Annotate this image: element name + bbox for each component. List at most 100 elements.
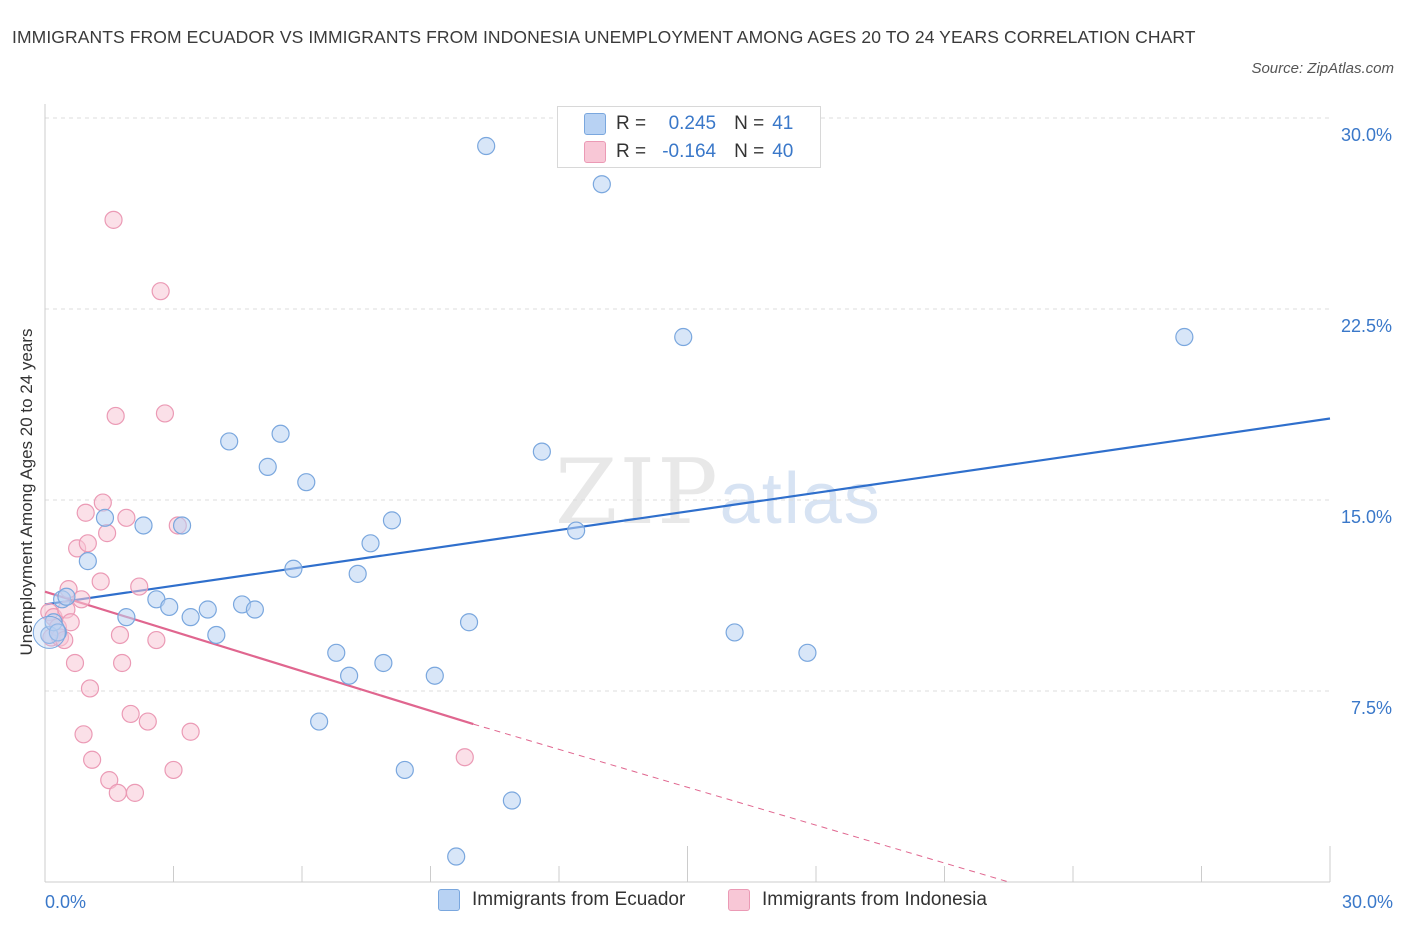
bottom-legend-indonesia: Immigrants from Indonesia (728, 889, 987, 911)
ecuador-point (532, 442, 551, 461)
ecuador-point (459, 613, 479, 632)
y-tick-label: 7.5% (1351, 698, 1392, 718)
ecuador-point (1175, 327, 1194, 347)
legend-n-value: 41 (772, 113, 794, 134)
ecuador-point (425, 666, 444, 685)
x-tick-label: 0.0% (45, 892, 86, 912)
ecuador-point (117, 608, 136, 627)
ecuador-point (310, 712, 329, 731)
ecuador-point (207, 625, 226, 645)
ecuador-point (382, 511, 402, 530)
ecuador-point (502, 791, 521, 810)
watermark-atlas: atlas (719, 459, 882, 539)
indonesia-point (93, 493, 112, 512)
ecuador-point (198, 600, 217, 619)
ecuador-point (674, 327, 693, 347)
bottom-legend-ecuador: Immigrants from Ecuador (438, 889, 685, 911)
trendlines (44, 417, 1331, 883)
indonesia-point (98, 524, 117, 543)
indonesia-point (76, 503, 95, 522)
legend-r-label: R = (616, 113, 647, 134)
bottom-legend-label-ecuador: Immigrants from Ecuador (472, 889, 686, 910)
ecuador-point (567, 521, 586, 540)
indonesia-point (112, 653, 132, 673)
legend-n-label: N = (734, 113, 765, 134)
y-tick-label: 15.0% (1341, 507, 1392, 527)
indonesia-point (125, 783, 145, 802)
tick-labels: 7.5% 15.0% 22.5% 30.0% 0.0% 30.0% (45, 125, 1393, 912)
indonesia-point (106, 406, 125, 426)
indonesia-point (80, 679, 100, 698)
ecuador-point (48, 623, 67, 642)
bottom-legend-swatch-ecuador (438, 889, 460, 911)
ecuador-point (592, 175, 611, 194)
indonesia-point (121, 704, 140, 724)
ecuador-point (245, 600, 264, 619)
indonesia-point (91, 572, 110, 591)
legend-r-value: 0.245 (668, 113, 717, 134)
ecuador-point (798, 643, 817, 662)
legend-row-ecuador: R = 0.245 N = 41 (558, 110, 793, 138)
ecuador-point (395, 760, 414, 780)
x-tick-label: 30.0% (1342, 892, 1393, 912)
ecuador-point (258, 457, 277, 476)
indonesia-point (83, 750, 102, 769)
indonesia-point (100, 771, 119, 790)
legend-r-label: R = (616, 141, 647, 162)
bottom-legend-swatch-indonesia (728, 889, 750, 911)
indonesia-point (181, 722, 200, 741)
ecuador-point (172, 516, 192, 535)
ecuador-point (95, 508, 115, 527)
legend-n-value: 40 (772, 141, 794, 162)
indonesia-point (130, 577, 149, 596)
indonesia-point (455, 748, 474, 767)
chart-source: Source: ZipAtlas.com (1251, 60, 1394, 77)
ecuador-point (134, 516, 153, 535)
bottom-legend-label-indonesia: Immigrants from Indonesia (762, 889, 987, 910)
legend-row-indonesia: R = -0.164 N = 40 (558, 138, 793, 166)
indonesia-point (78, 534, 97, 553)
indonesia-point (151, 282, 170, 301)
legend-n-label: N = (734, 141, 765, 162)
ecuador-point (477, 136, 496, 156)
indonesia-point (147, 630, 166, 650)
indonesia-point (72, 590, 91, 609)
axes (44, 104, 1331, 883)
indonesia-point (155, 404, 175, 423)
ecuador-point (297, 473, 316, 492)
indonesia-point (138, 712, 157, 731)
indonesia-point (108, 783, 127, 802)
ecuador-point (284, 559, 303, 578)
indonesia-trendline (473, 723, 1009, 883)
ecuador-point (181, 608, 200, 627)
indonesia-point (74, 725, 93, 744)
ecuador-point (340, 666, 359, 685)
ecuador-point (160, 597, 179, 617)
indonesia-point (65, 653, 85, 673)
ecuador-point (374, 653, 393, 673)
ecuador-point (361, 534, 380, 553)
ecuador-trendline (44, 417, 1331, 606)
ecuador-point (57, 587, 76, 606)
y-tick-label: 30.0% (1341, 125, 1392, 145)
ecuador-point (78, 552, 97, 571)
ecuador-point (725, 623, 744, 642)
points (32, 136, 1194, 866)
ecuador-point (447, 847, 466, 866)
indonesia-trendline (44, 590, 474, 726)
ecuador-cluster-point (32, 615, 66, 649)
chart-title: IMMIGRANTS FROM ECUADOR VS IMMIGRANTS FR… (12, 27, 1196, 47)
legend-swatch-ecuador (584, 113, 606, 135)
ecuador-point (220, 432, 239, 451)
indonesia-point (117, 508, 136, 527)
legend-r-value: -0.164 (662, 141, 717, 162)
indonesia-point (110, 625, 130, 645)
ecuador-point (348, 564, 367, 583)
ecuador-point (327, 643, 346, 662)
indonesia-point (104, 210, 123, 229)
legend-swatch-indonesia (584, 141, 606, 163)
y-axis-label: Unemployment Among Ages 20 to 24 years (17, 328, 36, 656)
ecuador-point (271, 424, 290, 443)
indonesia-point (164, 760, 183, 780)
